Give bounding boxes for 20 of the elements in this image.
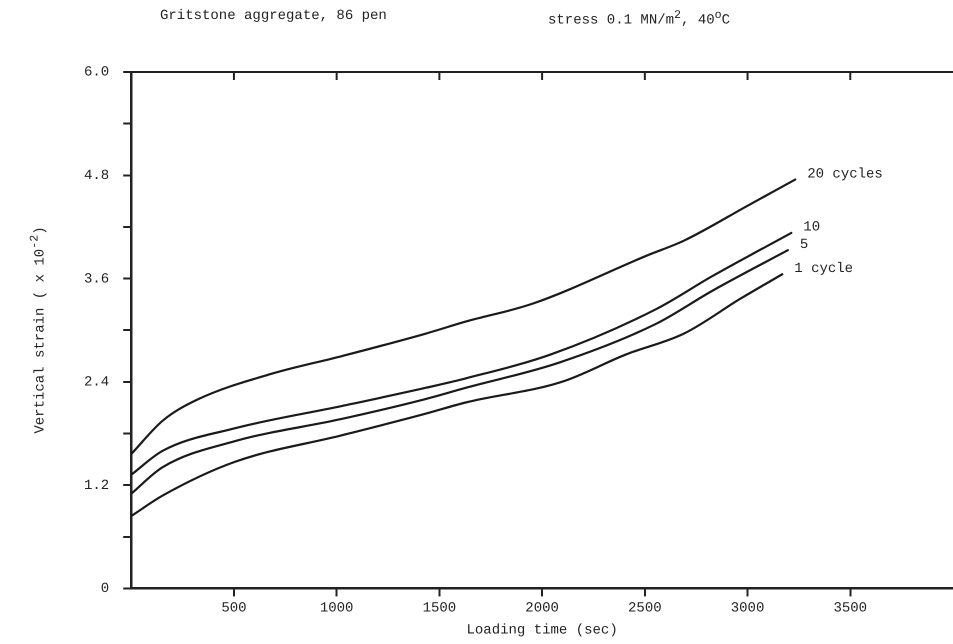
series-label: 20 cycles xyxy=(807,166,883,182)
x-tick-label: 3000 xyxy=(730,600,764,617)
x-axis-title: Loading time (sec) xyxy=(466,622,618,638)
y-tick-label: 2.4 xyxy=(84,374,110,391)
chart-title: Gritstone aggregate, 86 pen xyxy=(160,8,387,24)
chart-subtitle: stress 0.1 MN/m$^{2}$, 40$^{o}$C xyxy=(548,8,730,29)
series-label: 5 xyxy=(800,236,808,253)
series-label: 10 xyxy=(803,220,820,236)
y-tick-label: 3.6 xyxy=(84,271,110,288)
y-tick-label: 6.0 xyxy=(84,64,110,81)
x-tick-label: 1500 xyxy=(422,600,456,617)
x-tick-label: 3500 xyxy=(833,600,868,617)
x-tick-label: 500 xyxy=(221,600,247,617)
x-tick-label: 2500 xyxy=(628,600,662,617)
y-tick-label: 4.8 xyxy=(84,168,110,184)
x-tick-label: 2000 xyxy=(525,600,559,617)
x-tick-label: 1000 xyxy=(320,600,354,617)
y-tick-label: 1.2 xyxy=(84,478,110,494)
series-label: 1 cycle xyxy=(794,260,854,277)
y-tick-label: 0 xyxy=(100,581,110,598)
